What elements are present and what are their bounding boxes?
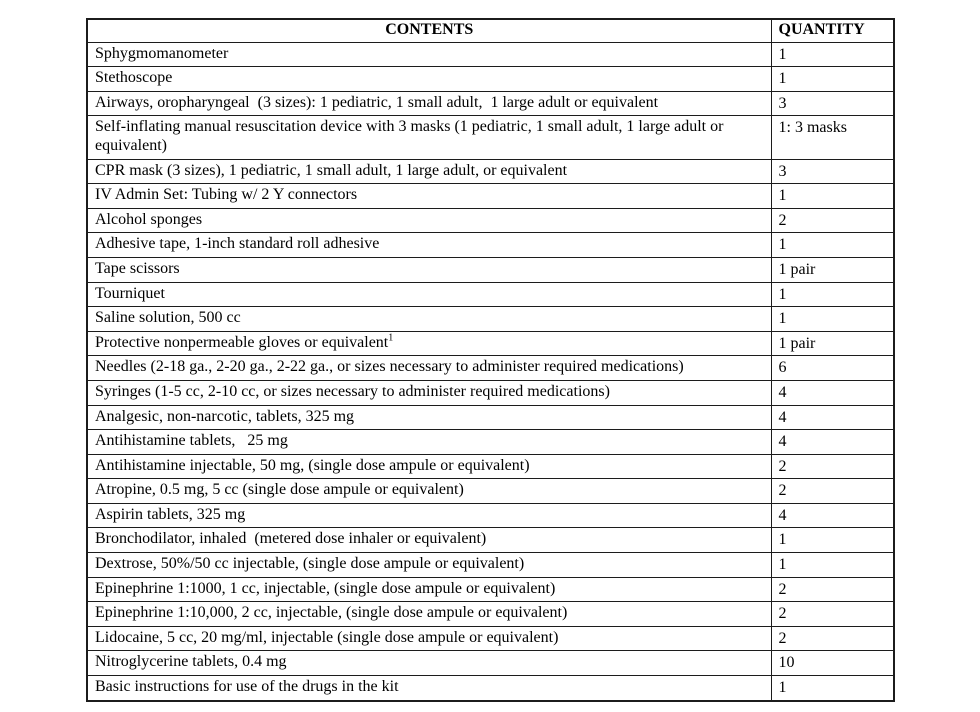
table-row: Antihistamine tablets, 25 mg 4 — [86, 429, 895, 455]
contents-cell: Airways, oropharyngeal (3 sizes): 1 pedi… — [86, 90, 772, 117]
quantity-cell: 3 — [770, 158, 895, 185]
table-row: Adhesive tape, 1-inch standard roll adhe… — [86, 232, 895, 258]
quantity-cell: 2 — [770, 478, 895, 504]
quantity-cell: 1 — [770, 41, 895, 68]
quantity-cell: 3 — [770, 90, 895, 117]
quantity-cell: 1 pair — [770, 330, 895, 357]
quantity-cell: 1: 3 masks — [770, 115, 895, 160]
table-row: Protective nonpermeable gloves or equiva… — [86, 330, 895, 357]
table-row: Saline solution, 500 cc 1 — [86, 306, 895, 332]
table-row: Lidocaine, 5 cc, 20 mg/ml, injectable (s… — [86, 625, 895, 652]
quantity-cell: 4 — [770, 404, 895, 431]
table-row: IV Admin Set: Tubing w/ 2 Y connectors 1 — [86, 183, 895, 209]
quantity-column-header: QUANTITY — [770, 18, 895, 43]
table-body: Sphygmomanometer 1 Stethoscope 1 Airways, or… — [86, 41, 895, 702]
quantity-cell: 1 — [770, 675, 895, 702]
table-header-row: CONTENTS QUANTITY — [86, 18, 895, 43]
contents-cell: Aspirin tablets, 325 mg — [86, 502, 772, 529]
contents-cell: Needles (2-18 ga., 2-20 ga., 2-22 ga., o… — [86, 355, 772, 381]
quantity-cell: 6 — [770, 355, 895, 381]
quantity-cell: 1 — [770, 527, 895, 554]
contents-cell: Lidocaine, 5 cc, 20 mg/ml, injectable (s… — [86, 625, 772, 652]
table-row: Tape scissors 1 pair — [86, 256, 895, 283]
quantity-cell: 4 — [770, 429, 895, 455]
contents-cell: Epinephrine 1:10,000, 2 cc, injectable, … — [86, 601, 772, 627]
table-row: CPR mask (3 sizes), 1 pediatric, 1 small… — [86, 158, 895, 185]
table-row: Analgesic, non-narcotic, tablets, 325 mg… — [86, 404, 895, 431]
table-row: Needles (2-18 ga., 2-20 ga., 2-22 ga., o… — [86, 355, 895, 381]
table-row: Syringes (1-5 cc, 2-10 cc, or sizes nece… — [86, 379, 895, 406]
table-row: Sphygmomanometer 1 — [86, 41, 895, 68]
contents-cell: Alcohol sponges — [86, 207, 772, 234]
contents-cell: Bronchodilator, inhaled (metered dose in… — [86, 527, 772, 554]
medical-kit-contents-table: CONTENTS QUANTITY Sphygmomanometer 1 Steth… — [86, 18, 895, 702]
quantity-cell: 2 — [770, 625, 895, 652]
contents-cell: IV Admin Set: Tubing w/ 2 Y connectors — [86, 183, 772, 209]
contents-cell: Tourniquet — [86, 281, 772, 308]
table-row: Aspirin tablets, 325 mg 4 — [86, 502, 895, 529]
quantity-cell: 2 — [770, 207, 895, 234]
table-row: Dextrose, 50%/50 cc injectable, (single … — [86, 552, 895, 578]
contents-cell: Syringes (1-5 cc, 2-10 cc, or sizes nece… — [86, 379, 772, 406]
contents-cell: Antihistamine injectable, 50 mg, (single… — [86, 453, 772, 480]
contents-cell: Basic instructions for use of the drugs … — [86, 675, 772, 702]
contents-cell: Antihistamine tablets, 25 mg — [86, 429, 772, 455]
contents-cell: Dextrose, 50%/50 cc injectable, (single … — [86, 552, 772, 578]
quantity-cell: 1 — [770, 281, 895, 308]
table-row: Alcohol sponges 2 — [86, 207, 895, 234]
quantity-cell: 1 — [770, 66, 895, 92]
quantity-cell: 1 — [770, 232, 895, 258]
table-row: Basic instructions for use of the drugs … — [86, 675, 895, 702]
table-row: Stethoscope 1 — [86, 66, 895, 92]
contents-cell: Epinephrine 1:1000, 1 cc, injectable, (s… — [86, 576, 772, 603]
quantity-cell: 1 — [770, 306, 895, 332]
table-row: Epinephrine 1:1000, 1 cc, injectable, (s… — [86, 576, 895, 603]
contents-cell: Nitroglycerine tablets, 0.4 mg — [86, 650, 772, 677]
contents-column-header: CONTENTS — [86, 18, 772, 43]
contents-cell: Analgesic, non-narcotic, tablets, 325 mg — [86, 404, 772, 431]
table-row: Nitroglycerine tablets, 0.4 mg 10 — [86, 650, 895, 677]
quantity-cell: 10 — [770, 650, 895, 677]
contents-cell: Adhesive tape, 1-inch standard roll adhe… — [86, 232, 772, 258]
quantity-cell: 4 — [770, 502, 895, 529]
quantity-cell: 1 pair — [770, 256, 895, 283]
contents-cell: Protective nonpermeable gloves or equiva… — [86, 330, 772, 357]
table-row: Atropine, 0.5 mg, 5 cc (single dose ampu… — [86, 478, 895, 504]
table-row: Bronchodilator, inhaled (metered dose in… — [86, 527, 895, 554]
table-row: Epinephrine 1:10,000, 2 cc, injectable, … — [86, 601, 895, 627]
table-row: Airways, oropharyngeal (3 sizes): 1 pedi… — [86, 90, 895, 117]
footnote-marker: 1 — [388, 332, 394, 344]
table-row: Self-inflating manual resuscitation devi… — [86, 115, 895, 160]
quantity-cell: 2 — [770, 453, 895, 480]
quantity-cell: 2 — [770, 601, 895, 627]
contents-cell: Atropine, 0.5 mg, 5 cc (single dose ampu… — [86, 478, 772, 504]
contents-cell: CPR mask (3 sizes), 1 pediatric, 1 small… — [86, 158, 772, 185]
contents-cell: Saline solution, 500 cc — [86, 306, 772, 332]
contents-cell: Stethoscope — [86, 66, 772, 92]
table-row: Tourniquet 1 — [86, 281, 895, 308]
contents-cell: Sphygmomanometer — [86, 41, 772, 68]
contents-cell: Tape scissors — [86, 256, 772, 283]
quantity-cell: 4 — [770, 379, 895, 406]
contents-cell: Self-inflating manual resuscitation devi… — [86, 115, 772, 160]
quantity-cell: 1 — [770, 552, 895, 578]
quantity-cell: 1 — [770, 183, 895, 209]
table-row: Antihistamine injectable, 50 mg, (single… — [86, 453, 895, 480]
quantity-cell: 2 — [770, 576, 895, 603]
